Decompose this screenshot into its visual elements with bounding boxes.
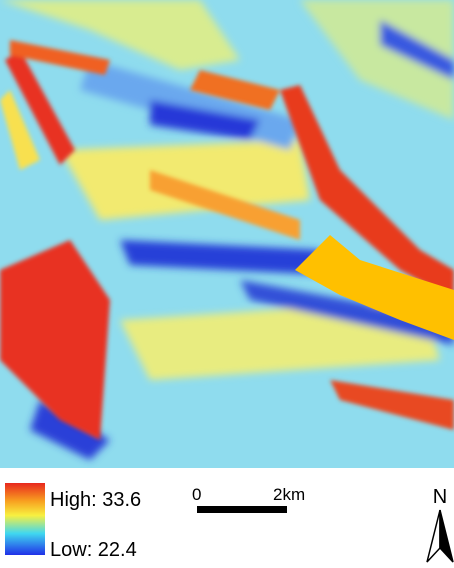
- north-arrow-right: [440, 510, 453, 562]
- scale-bar: [197, 506, 287, 513]
- map: [0, 0, 454, 468]
- legend-low-label: Low: 22.4: [50, 539, 137, 561]
- north-label: N: [433, 486, 447, 508]
- legend-color-bar: [5, 483, 45, 555]
- scale-end-label: 2km: [273, 485, 305, 504]
- scale-start-label: 0: [192, 485, 201, 504]
- page: High: 33.6 Low: 22.4 0 2km N (() => { co…: [0, 0, 454, 568]
- figure: High: 33.6 Low: 22.4 0 2km N: [0, 0, 454, 568]
- legend-high-label: High: 33.6: [50, 489, 141, 511]
- north-arrow-left: [427, 510, 440, 562]
